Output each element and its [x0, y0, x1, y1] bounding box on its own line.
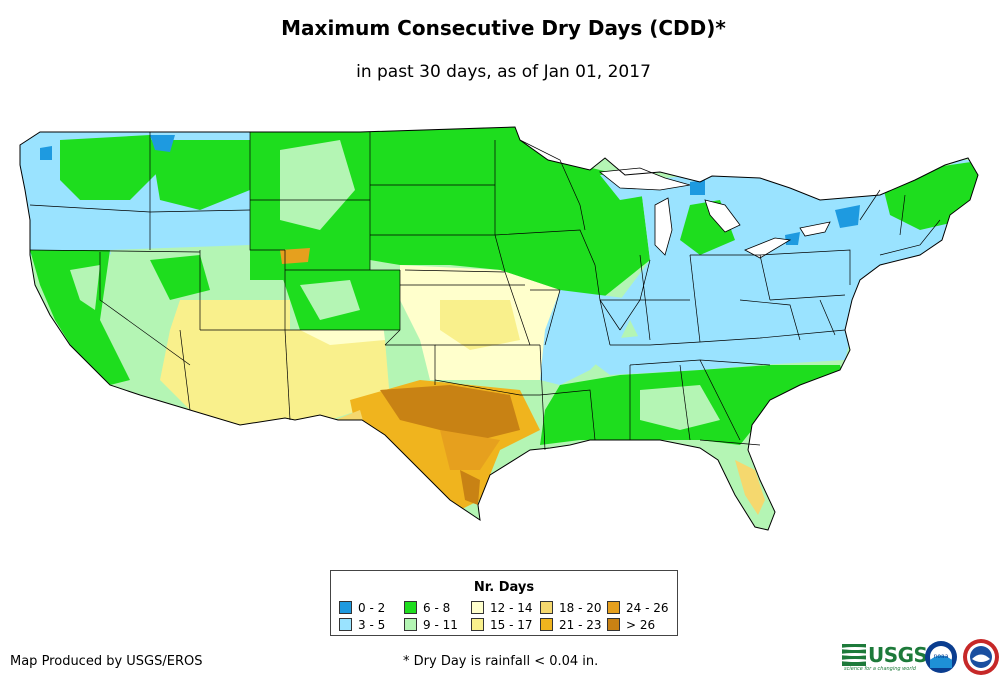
legend-label: 9 - 11 [423, 618, 458, 632]
legend-item-15-17: 15 - 17 [471, 618, 533, 632]
legend-title: Nr. Days [473, 580, 535, 595]
legend-item-12-14: 12 - 14 [471, 601, 533, 615]
legend-label: 12 - 14 [490, 601, 533, 615]
dry-day-footnote: * Dry Day is rainfall < 0.04 in. [403, 654, 599, 669]
cdd-colour-field [20, 127, 978, 530]
legend-label: 15 - 17 [490, 618, 533, 632]
legend-swatch [471, 601, 484, 614]
legend-item-18-20: 18 - 20 [540, 601, 602, 615]
legend: Nr. Days 0 - 2 3 - 5 6 - 8 9 - 11 12 - 1… [330, 570, 678, 636]
legend-item-3-5: 3 - 5 [339, 618, 385, 632]
legend-label: 3 - 5 [358, 618, 386, 632]
usgs-logo: USGS [842, 643, 928, 667]
legend-swatch [607, 601, 620, 614]
legend-swatch [404, 618, 417, 631]
legend-swatch [607, 618, 620, 631]
great-lakes [598, 167, 831, 259]
legend-label: 0 - 2 [358, 601, 386, 615]
map-subtitle: in past 30 days, as of Jan 01, 2017 [356, 62, 651, 82]
legend-item-6-8: 6 - 8 [404, 601, 450, 615]
legend-item-21-23: 21 - 23 [540, 618, 602, 632]
legend-item-over-26: > 26 [607, 618, 655, 632]
usgs-wave-icon [842, 644, 866, 666]
legend-item-0-2: 0 - 2 [339, 601, 385, 615]
usgs-tagline: science for a changing world [844, 666, 916, 672]
legend-label: 24 - 26 [626, 601, 669, 615]
state-boundaries [19, 126, 979, 531]
map-title: Maximum Consecutive Dry Days (CDD)* [281, 16, 726, 40]
noaa-logo-icon: noaa [925, 641, 957, 673]
map-credit: Map Produced by USGS/EROS [10, 654, 203, 669]
legend-label: 6 - 8 [423, 601, 451, 615]
legend-item-24-26: 24 - 26 [607, 601, 669, 615]
legend-swatch [339, 601, 352, 614]
legend-label: > 26 [626, 618, 656, 632]
legend-swatch [339, 618, 352, 631]
legend-swatch [471, 618, 484, 631]
usgs-logo-text: USGS [868, 643, 928, 667]
legend-swatch [540, 601, 553, 614]
nws-logo-icon [963, 639, 999, 675]
legend-label: 18 - 20 [559, 601, 602, 615]
legend-label: 21 - 23 [559, 618, 602, 632]
legend-swatch [540, 618, 553, 631]
legend-item-9-11: 9 - 11 [404, 618, 458, 632]
us-dry-days-map [19, 126, 979, 531]
legend-swatch [404, 601, 417, 614]
noaa-logo-text: noaa [934, 653, 949, 660]
